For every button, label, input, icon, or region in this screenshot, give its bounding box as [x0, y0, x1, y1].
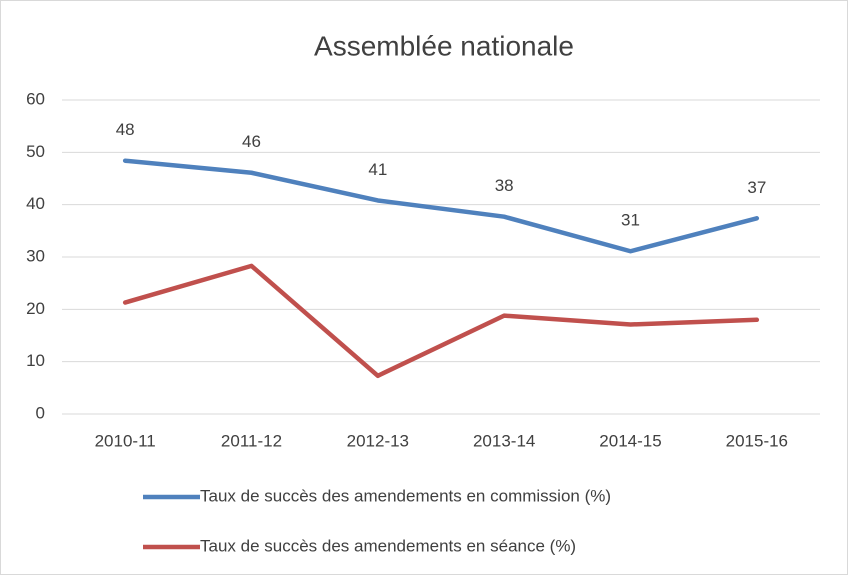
series-line	[122, 158, 760, 254]
x-tick-label: 2014-15	[599, 431, 661, 450]
data-label: 41	[368, 160, 387, 179]
legend-label: Taux de succès des amendements en commis…	[200, 486, 611, 505]
y-tick-label: 60	[26, 89, 45, 108]
data-label: 46	[242, 132, 261, 151]
y-tick-label: 10	[26, 351, 45, 370]
series-line	[122, 263, 760, 379]
x-tick-label: 2011-12	[221, 431, 282, 450]
x-tick-label: 2013-14	[473, 431, 535, 450]
y-tick-label: 0	[36, 403, 45, 422]
chart-title: Assemblée nationale	[314, 30, 574, 61]
y-tick-label: 30	[26, 246, 45, 265]
data-label: 38	[495, 176, 514, 195]
data-label: 31	[621, 211, 640, 230]
legend-label: Taux de succès des amendements en séance…	[200, 536, 576, 555]
y-tick-label: 50	[26, 142, 45, 161]
data-label: 37	[747, 178, 766, 197]
data-label: 48	[116, 120, 135, 139]
x-tick-label: 2015-16	[726, 431, 788, 450]
y-tick-label: 20	[26, 299, 45, 318]
y-tick-label: 40	[26, 194, 45, 213]
x-tick-label: 2010-11	[95, 431, 156, 450]
x-tick-label: 2012-13	[347, 431, 409, 450]
